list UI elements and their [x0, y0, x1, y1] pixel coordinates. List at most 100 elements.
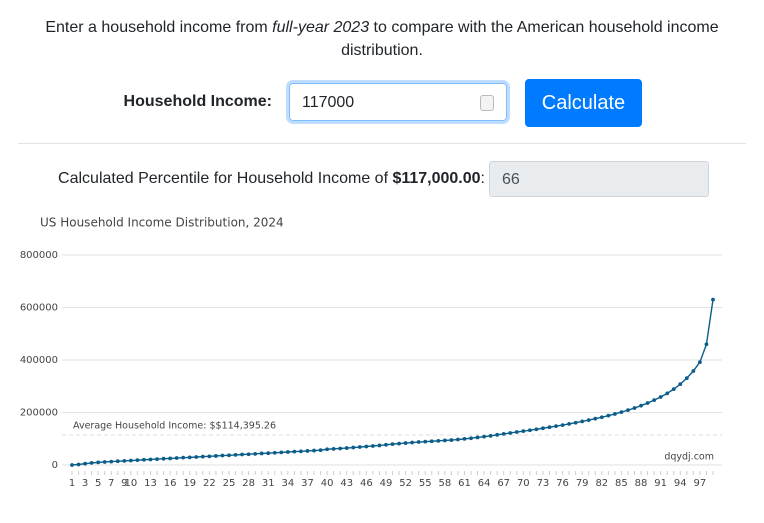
data-point [76, 462, 81, 467]
data-point [272, 450, 277, 455]
data-point [429, 439, 434, 444]
data-point [292, 449, 297, 454]
data-point [128, 458, 133, 463]
data-point [312, 448, 316, 453]
data-point [344, 446, 349, 450]
data-point [135, 458, 140, 463]
y-tick-label: 200000 [20, 408, 58, 419]
data-point [698, 360, 702, 364]
data-point [541, 426, 545, 431]
income-label: Household Income: [123, 93, 272, 110]
x-tick-label: 37 [301, 478, 314, 489]
data-point [155, 457, 159, 461]
data-point [279, 450, 284, 455]
data-point [240, 452, 244, 457]
x-tick-label: 94 [674, 478, 687, 489]
data-point [475, 435, 480, 440]
credit: dqydj.com [664, 452, 714, 463]
data-point [501, 431, 506, 436]
data-point [599, 415, 604, 420]
x-tick-label: 1 [69, 478, 75, 489]
data-point [711, 297, 715, 302]
data-point [645, 401, 650, 405]
data-point [469, 436, 473, 441]
percentile-output: 66 [489, 161, 709, 197]
data-point [684, 376, 689, 381]
x-tick-label: 5 [95, 478, 101, 489]
data-point [704, 342, 709, 347]
data-point [665, 391, 670, 396]
data-point [83, 461, 87, 466]
x-tick-label: 49 [380, 478, 393, 489]
x-tick-label: 19 [183, 478, 196, 489]
data-point [318, 448, 323, 453]
data-point [142, 457, 146, 462]
x-tick-label: 73 [537, 478, 550, 489]
data-point [436, 438, 441, 443]
divider [18, 143, 746, 144]
data-point [377, 443, 382, 448]
intro-emphasis: full-year 2023 [272, 19, 370, 36]
x-tick-label: 43 [340, 478, 353, 489]
data-point [521, 429, 526, 434]
data-point [325, 447, 329, 452]
x-tick-label: 97 [694, 478, 707, 489]
x-tick-label: 34 [281, 478, 294, 489]
data-point [534, 427, 539, 432]
data-point [338, 446, 343, 451]
y-tick-label: 400000 [20, 355, 58, 366]
data-point [70, 463, 74, 467]
x-tick-label: 64 [478, 478, 491, 489]
x-tick-label: 7 [108, 478, 114, 489]
x-tick-label: 25 [223, 478, 236, 489]
data-point [632, 406, 637, 410]
data-point [115, 459, 120, 464]
data-point [194, 455, 199, 459]
data-point [390, 442, 395, 447]
data-point [416, 440, 421, 444]
data-point [560, 423, 565, 427]
data-point [213, 454, 218, 458]
data-point [482, 434, 486, 439]
data-point [508, 431, 513, 435]
chart: US Household Income Distribution, 2024 0… [20, 216, 722, 489]
data-point [488, 433, 493, 438]
data-point [174, 456, 179, 460]
input-spinner[interactable] [480, 95, 494, 111]
data-point [586, 418, 591, 423]
x-tick-label: 52 [399, 478, 412, 489]
data-point [639, 403, 643, 408]
x-tick-label: 70 [517, 478, 530, 489]
data-point [678, 382, 683, 387]
data-point [259, 451, 264, 456]
data-point [220, 453, 225, 458]
income-input[interactable]: 117000 [289, 83, 507, 121]
x-tick-label: 46 [360, 478, 373, 489]
data-point [652, 398, 657, 403]
x-tick-label: 16 [164, 478, 177, 489]
data-point [626, 408, 630, 413]
data-point [580, 419, 585, 424]
x-tick-label: 40 [321, 478, 334, 489]
intro-before: Enter a household income from [45, 19, 273, 36]
data-point [384, 442, 388, 447]
x-tick-label: 58 [438, 478, 451, 489]
data-point [187, 455, 192, 460]
data-point [410, 440, 415, 445]
data-point [148, 457, 153, 462]
x-tick-label: 10 [125, 478, 138, 489]
data-point [357, 445, 362, 449]
intro-text: Enter a household income from full-year … [30, 16, 734, 62]
data-point [122, 459, 127, 463]
calculate-button[interactable]: Calculate [525, 79, 642, 127]
data-point [606, 413, 611, 418]
data-point [299, 449, 303, 454]
x-tick-label: 91 [654, 478, 667, 489]
x-tick-label: 76 [556, 478, 569, 489]
data-point [233, 452, 238, 457]
y-tick-label: 800000 [20, 250, 58, 261]
result-colon: : [480, 170, 485, 187]
data-point [305, 449, 310, 453]
data-point [227, 453, 231, 458]
